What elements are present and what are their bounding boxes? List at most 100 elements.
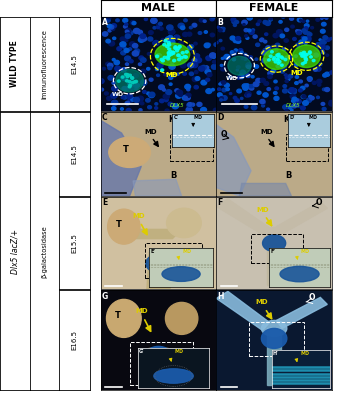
Circle shape [135, 83, 140, 88]
Circle shape [112, 24, 117, 28]
Circle shape [304, 61, 307, 64]
Circle shape [166, 90, 172, 94]
Circle shape [284, 58, 287, 61]
Circle shape [305, 59, 308, 61]
Circle shape [262, 51, 267, 55]
Circle shape [320, 29, 325, 33]
Circle shape [106, 62, 110, 66]
Circle shape [276, 58, 279, 61]
Text: O: O [316, 198, 322, 206]
Circle shape [294, 63, 298, 66]
Text: G': G' [139, 349, 145, 354]
Circle shape [140, 102, 144, 105]
Circle shape [230, 36, 235, 40]
Circle shape [265, 21, 270, 26]
Circle shape [309, 51, 311, 53]
Circle shape [273, 92, 277, 94]
Circle shape [264, 51, 267, 53]
Circle shape [299, 40, 304, 44]
Circle shape [137, 96, 143, 101]
Circle shape [270, 51, 273, 53]
Circle shape [280, 70, 285, 73]
Circle shape [124, 38, 128, 42]
Circle shape [265, 33, 268, 36]
Circle shape [264, 49, 289, 70]
Circle shape [123, 46, 126, 49]
Circle shape [288, 106, 290, 108]
Circle shape [220, 64, 223, 66]
Circle shape [233, 96, 237, 99]
Circle shape [305, 54, 307, 56]
Circle shape [178, 46, 181, 48]
Ellipse shape [154, 369, 193, 383]
Circle shape [329, 100, 333, 103]
Circle shape [301, 52, 304, 54]
Circle shape [128, 48, 131, 50]
Circle shape [269, 57, 275, 62]
Circle shape [212, 56, 215, 58]
Circle shape [169, 50, 172, 53]
Circle shape [178, 23, 184, 28]
Circle shape [155, 107, 158, 109]
Circle shape [187, 32, 192, 36]
Circle shape [98, 79, 104, 84]
Circle shape [141, 69, 146, 73]
Circle shape [222, 28, 225, 30]
Circle shape [320, 45, 325, 49]
Circle shape [264, 82, 269, 85]
Circle shape [133, 97, 139, 102]
Circle shape [278, 60, 281, 63]
Polygon shape [136, 229, 182, 238]
Circle shape [297, 105, 300, 107]
Circle shape [128, 97, 135, 102]
Circle shape [147, 52, 151, 55]
Circle shape [233, 24, 236, 26]
Circle shape [301, 36, 304, 39]
Circle shape [121, 76, 124, 78]
Circle shape [161, 60, 164, 62]
Circle shape [171, 61, 174, 64]
Circle shape [201, 65, 206, 70]
Circle shape [284, 74, 287, 76]
Circle shape [187, 103, 192, 107]
Circle shape [307, 32, 310, 34]
Circle shape [129, 74, 131, 76]
Circle shape [141, 80, 147, 86]
Circle shape [211, 64, 217, 69]
Circle shape [245, 35, 247, 37]
Circle shape [237, 76, 241, 79]
Circle shape [195, 77, 200, 80]
Circle shape [269, 17, 272, 20]
Text: K: K [168, 115, 174, 124]
Circle shape [276, 65, 280, 68]
Circle shape [299, 53, 302, 55]
Circle shape [245, 93, 249, 97]
Circle shape [183, 32, 188, 36]
Circle shape [314, 49, 319, 53]
Text: D': D' [289, 115, 295, 120]
Circle shape [316, 18, 320, 21]
Circle shape [272, 48, 276, 51]
Circle shape [302, 54, 305, 57]
Circle shape [135, 80, 138, 83]
Circle shape [149, 78, 153, 81]
Text: MD: MD [132, 213, 145, 219]
Circle shape [139, 109, 142, 111]
Circle shape [141, 58, 146, 62]
Circle shape [263, 93, 268, 97]
Circle shape [166, 92, 170, 96]
Circle shape [294, 55, 297, 57]
Circle shape [201, 108, 207, 112]
Circle shape [242, 84, 248, 88]
Circle shape [105, 18, 110, 22]
Circle shape [280, 34, 285, 38]
Circle shape [124, 79, 127, 81]
Circle shape [178, 93, 183, 96]
Text: E16.5: E16.5 [72, 330, 78, 350]
Bar [249, 322, 304, 356]
Circle shape [136, 100, 140, 104]
Circle shape [322, 107, 326, 110]
Circle shape [117, 47, 122, 51]
Circle shape [174, 35, 180, 40]
Circle shape [207, 43, 211, 46]
